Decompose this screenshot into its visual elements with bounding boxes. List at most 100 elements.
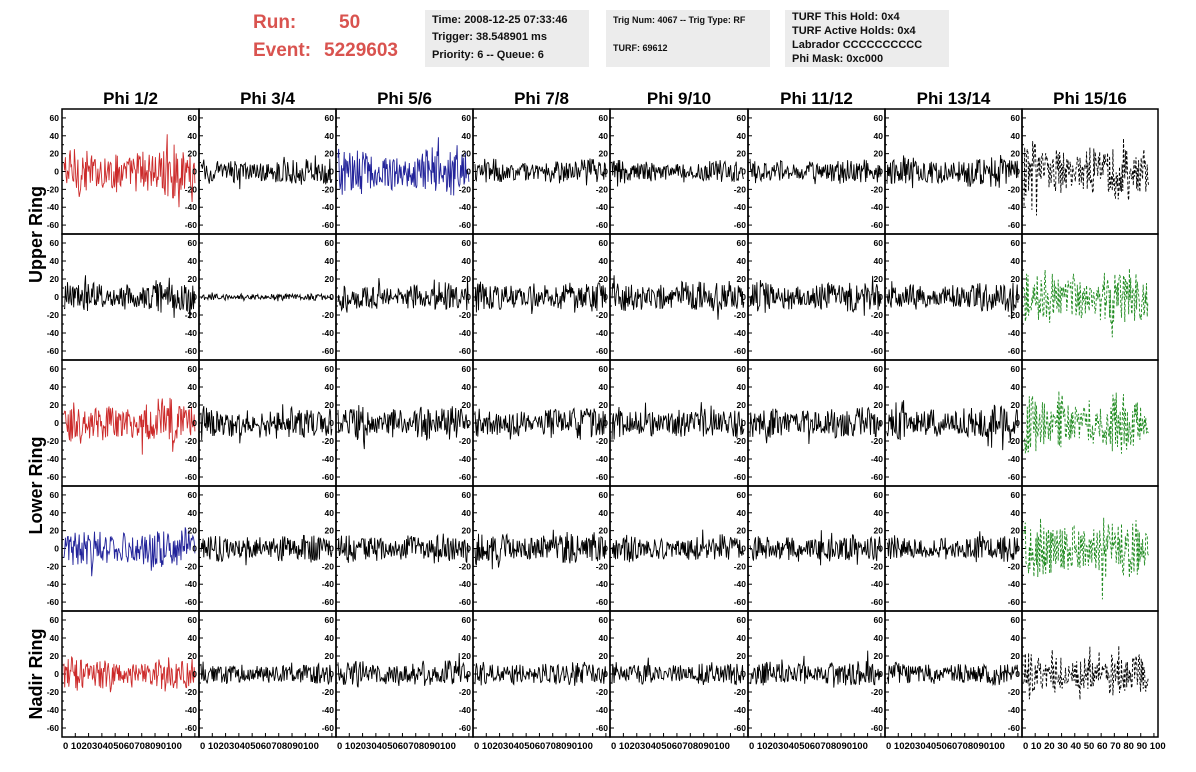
y-tick-label: 20 <box>188 400 198 410</box>
y-tick-label: 60 <box>50 238 60 248</box>
y-tick-label: -20 <box>322 436 335 446</box>
waveform-trace <box>1023 645 1149 700</box>
waveform-panel: -60 -40 -20 0 20 40 60 <box>47 610 200 738</box>
y-tick-label: 0 <box>741 292 746 302</box>
y-tick-label: 60 <box>50 615 60 625</box>
y-tick-label: 0 <box>192 292 197 302</box>
y-tick-label: 20 <box>325 526 335 536</box>
y-tick-label: 40 <box>599 633 609 643</box>
y-tick-label: -20 <box>185 687 198 697</box>
waveform-trace <box>63 275 196 319</box>
y-tick-label: -60 <box>47 597 60 607</box>
x-tick-label: 0 102030405060708090100 <box>474 741 593 752</box>
waveform-panel: -60 -40 -20 0 20 40 60 <box>596 108 749 235</box>
y-tick-label: -40 <box>1008 328 1021 338</box>
y-tick-label: -40 <box>734 579 747 589</box>
y-tick-label: -60 <box>734 472 747 482</box>
y-tick-label: -20 <box>734 436 747 446</box>
info-turf-active: TURF Active Holds: 0x4 <box>792 25 916 37</box>
y-tick-label: -40 <box>185 328 198 338</box>
info-box-trig: Trig Num: 4067 -- Trig Type: RF TURF: 69… <box>606 10 770 67</box>
y-tick-label: 0 <box>329 544 334 554</box>
y-tick-label: 20 <box>325 149 335 159</box>
y-tick-label: -20 <box>1008 561 1021 571</box>
y-tick-label: 20 <box>599 274 609 284</box>
y-tick-label: 0 <box>1015 292 1020 302</box>
y-tick-label: -20 <box>596 561 609 571</box>
waveform-trace <box>749 406 882 445</box>
waveform-trace <box>200 292 333 303</box>
waveform-panel: -60 -40 -20 0 20 40 60 <box>459 610 611 738</box>
y-tick-label: 40 <box>1011 382 1021 392</box>
y-tick-label: -60 <box>1008 220 1021 230</box>
y-tick-label: 40 <box>188 508 198 518</box>
waveform-trace <box>200 534 333 566</box>
y-tick-label: 20 <box>325 651 335 661</box>
y-tick-label: 60 <box>737 364 747 374</box>
y-tick-label: 0 <box>1015 418 1020 428</box>
y-tick-label: 40 <box>325 508 335 518</box>
y-tick-label: 60 <box>325 238 335 248</box>
info-trigger: Trigger: 38.548901 ms <box>432 31 547 43</box>
y-tick-label: -20 <box>734 310 747 320</box>
y-tick-label: 0 <box>603 669 608 679</box>
y-tick-label: 20 <box>1011 149 1021 159</box>
y-tick-label: 40 <box>737 508 747 518</box>
waveform-panel: -60 -40 -20 0 20 40 60 <box>734 485 886 612</box>
y-tick-label: 60 <box>462 113 472 123</box>
y-tick-label: -40 <box>459 705 472 715</box>
y-tick-label: 0 <box>741 167 746 177</box>
y-tick-label: 0 <box>466 544 471 554</box>
y-tick-label: -60 <box>47 220 60 230</box>
y-tick-label: 40 <box>188 633 198 643</box>
y-tick-label: 60 <box>737 238 747 248</box>
y-tick-label: -40 <box>322 454 335 464</box>
y-tick-label: -20 <box>1008 184 1021 194</box>
y-tick-label: -40 <box>185 454 198 464</box>
x-tick-label: 0 102030405060708090100 <box>886 741 1005 752</box>
y-tick-label: 60 <box>462 490 472 500</box>
waveform-trace <box>474 158 607 186</box>
y-tick-label: -20 <box>459 436 472 446</box>
waveform-panel: -60 -40 -20 0 20 40 60 <box>734 359 886 487</box>
waveform-panel: -60 -40 -20 0 20 40 60 <box>871 610 1023 738</box>
y-tick-label: -20 <box>596 184 609 194</box>
waveform-panel: -60 -40 -20 0 20 40 60 <box>871 485 1023 612</box>
y-tick-label: -20 <box>47 561 60 571</box>
y-tick-label: 20 <box>599 149 609 159</box>
y-tick-label: 0 <box>878 292 883 302</box>
y-tick-label: 0 <box>54 669 59 679</box>
y-tick-label: 20 <box>874 274 884 284</box>
y-tick-label: 40 <box>50 256 60 266</box>
y-tick-label: 20 <box>599 526 609 536</box>
y-tick-label: 20 <box>874 149 884 159</box>
y-tick-label: 40 <box>599 131 609 141</box>
waveform-panel: -60 -40 -20 0 20 40 60 <box>459 485 611 612</box>
y-tick-label: -40 <box>1008 705 1021 715</box>
y-tick-label: 40 <box>50 633 60 643</box>
y-tick-label: -20 <box>185 184 198 194</box>
y-tick-label: 20 <box>737 400 747 410</box>
waveform-trace <box>886 531 1019 563</box>
y-tick-label: 0 <box>192 669 197 679</box>
y-tick-label: -20 <box>47 687 60 697</box>
y-tick-label: -60 <box>1008 597 1021 607</box>
y-tick-label: 0 <box>603 544 608 554</box>
y-tick-label: -40 <box>734 705 747 715</box>
y-tick-label: 0 <box>741 544 746 554</box>
waveform-trace <box>63 527 196 577</box>
y-tick-label: 0 <box>466 292 471 302</box>
y-tick-label: 20 <box>737 651 747 661</box>
y-tick-label: 20 <box>462 526 472 536</box>
y-tick-label: -40 <box>47 705 60 715</box>
waveform-trace <box>749 530 882 566</box>
waveform-panel: -60 -40 -20 0 20 40 60 <box>185 359 337 487</box>
waveform-panel: -60 -40 -20 0 20 40 60 <box>185 108 337 235</box>
y-tick-label: 20 <box>737 274 747 284</box>
y-tick-label: -40 <box>871 705 884 715</box>
y-tick-label: -20 <box>459 310 472 320</box>
y-tick-label: 0 <box>329 292 334 302</box>
y-tick-label: 20 <box>188 526 198 536</box>
y-tick-label: -60 <box>1008 472 1021 482</box>
x-tick-label: 0 102030405060708090100 <box>337 741 456 752</box>
